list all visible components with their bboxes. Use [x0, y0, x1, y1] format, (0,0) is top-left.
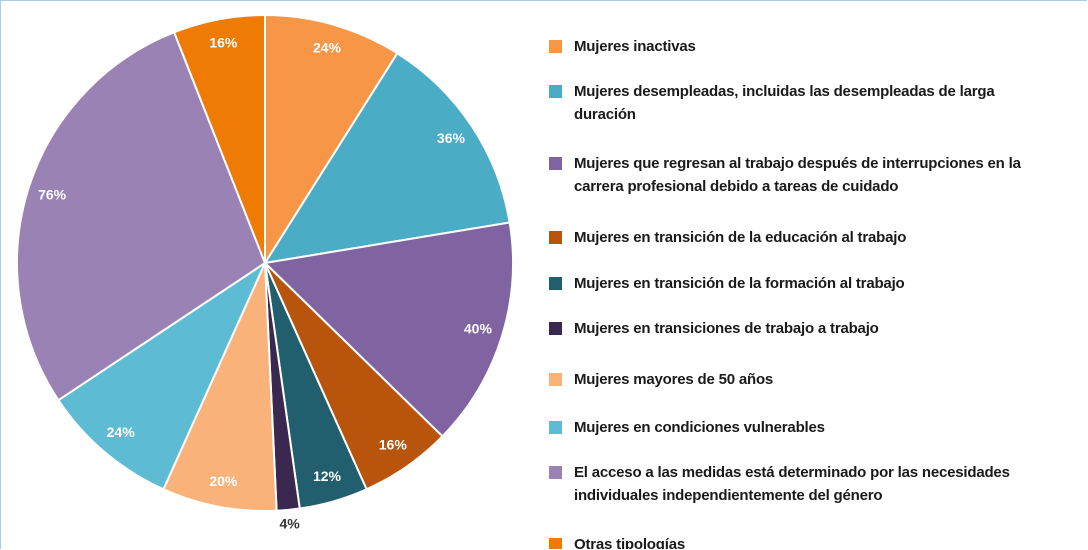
pie-slice — [16, 30, 267, 402]
data-label: 24% — [313, 39, 342, 55]
legend-swatch — [549, 157, 562, 170]
data-label: 4% — [279, 515, 300, 531]
data-label: 16% — [379, 437, 408, 453]
data-label: 20% — [209, 473, 238, 489]
legend-swatch — [549, 231, 562, 244]
pie-area: 24% 36% 40% 16% 12% 4% 20% 24% 76% 16% — [16, 13, 514, 531]
data-label: 16% — [209, 34, 238, 50]
pie-slice — [162, 262, 278, 512]
legend-swatch — [549, 322, 562, 335]
legend-item: Mujeres que regresan al trabajo después … — [549, 154, 1069, 198]
data-label: 24% — [107, 424, 136, 440]
pie-slice — [262, 221, 514, 438]
legend-item: Mujeres en transición de la educación al… — [549, 228, 1069, 249]
legend-label: Mujeres en transiciones de trabajo a tra… — [574, 320, 879, 337]
legend-item: Mujeres en transiciones de trabajo a tra… — [549, 319, 1069, 340]
legend-label: Mujeres inactivas — [574, 38, 696, 55]
legend-swatch — [549, 421, 562, 434]
legend-item: Mujeres desempleadas, incluidas las dese… — [549, 82, 1069, 126]
legend-item: Mujeres en condiciones vulnerables — [549, 418, 1069, 439]
legend-label: Mujeres en transición de la educación al… — [574, 229, 907, 246]
legend-item: El acceso a las medidas está determinado… — [549, 463, 1069, 507]
legend-label: Mujeres en condiciones vulnerables — [574, 419, 825, 436]
legend-label: Mujeres desempleadas, incluidas las dese… — [574, 83, 995, 123]
legend-label: Mujeres que regresan al trabajo después … — [574, 155, 1021, 195]
legend-swatch — [549, 40, 562, 53]
legend-swatch — [549, 373, 562, 386]
pie-slice — [172, 13, 266, 264]
data-label: 36% — [437, 130, 466, 146]
legend-item: Otras tipologías — [549, 535, 1069, 549]
legend-swatch — [549, 466, 562, 479]
data-label: 76% — [38, 187, 67, 203]
pie-slice — [262, 51, 511, 265]
legend-swatch — [549, 85, 562, 98]
legend-swatch — [549, 538, 562, 549]
legend-item: Mujeres mayores de 50 años — [549, 370, 1069, 391]
legend-item: Mujeres en transición de la formación al… — [549, 274, 1069, 295]
legend-swatch — [549, 277, 562, 290]
data-label: 12% — [313, 468, 342, 484]
legend-label: El acceso a las medidas está determinado… — [574, 464, 1010, 504]
legend-label: Otras tipologías — [574, 536, 685, 549]
legend-item: Mujeres inactivas — [549, 37, 1069, 58]
pie-slice — [57, 260, 268, 491]
legend-label: Mujeres mayores de 50 años — [574, 371, 774, 388]
legend-label: Mujeres en transición de la formación al… — [574, 275, 905, 292]
data-label: 40% — [464, 321, 493, 337]
pie-slice — [264, 13, 399, 267]
